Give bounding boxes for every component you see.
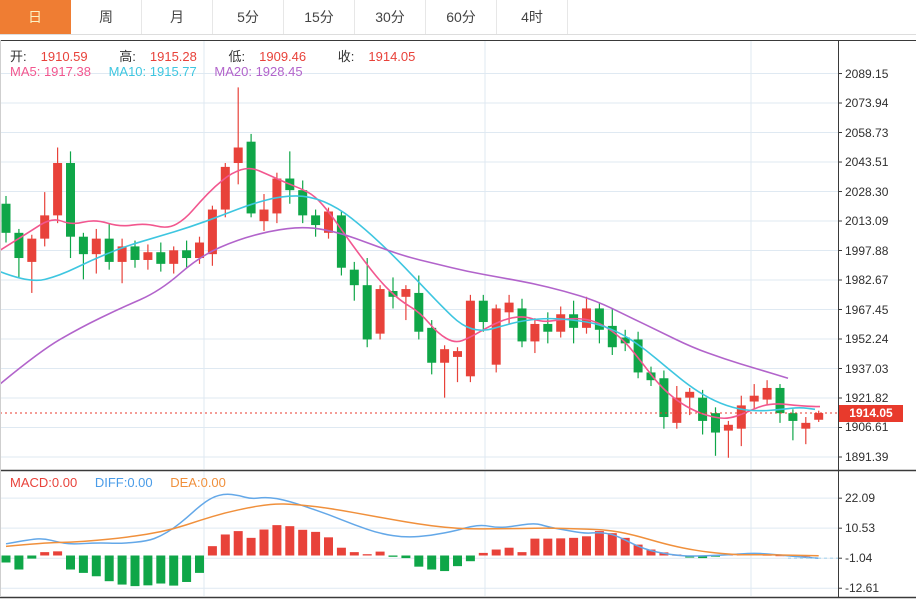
open-value: 1910.59 — [40, 49, 88, 64]
price-axis-label: 1997.88 — [845, 243, 889, 258]
low-value: 1909.46 — [259, 49, 307, 64]
high-value: 1915.28 — [149, 49, 197, 64]
timeframe-tabbar: 日周月 5分 15分 30分 60分 4时 — [0, 0, 916, 35]
macd-axis-label: -1.04 — [845, 551, 873, 566]
tab-5分[interactable]: 5分 — [213, 0, 284, 34]
ohlc-row: 开: 1910.59 高: 1915.28 低: 1909.46 收: 1914.05 — [10, 46, 443, 65]
ma20-value: MA20: 1928.45 — [214, 64, 303, 79]
macd-header-row: MACD:0.00 DIFF:0.00 DEA:0.00 — [10, 475, 240, 490]
price-axis-label: 1967.45 — [845, 302, 889, 317]
ma5-value: MA5: 1917.38 — [10, 64, 91, 79]
ma-row: MA5: 1917.38 MA10: 1915.77 MA20: 1928.45 — [10, 64, 317, 79]
macd-value: MACD:0.00 — [10, 475, 78, 490]
price-axis-label: 1906.61 — [845, 420, 889, 435]
tab-15分[interactable]: 15分 — [284, 0, 355, 34]
ma10-value: MA10: 1915.77 — [108, 64, 197, 79]
close-value: 1914.05 — [368, 49, 416, 64]
price-axis-label: 1921.82 — [845, 390, 889, 405]
macd-axis-label: 10.53 — [845, 521, 876, 536]
price-axis-label: 2043.51 — [845, 155, 889, 170]
tab-60分[interactable]: 60分 — [426, 0, 497, 34]
close-label: 收: — [337, 49, 355, 64]
price-axis-label: 1937.03 — [845, 361, 889, 376]
open-label: 开: — [10, 49, 27, 64]
low-label: 低: — [228, 49, 246, 64]
diff-value: DIFF:0.00 — [94, 475, 153, 490]
price-axis-label: 2013.09 — [845, 214, 889, 228]
price-axis-label: 2073.94 — [845, 96, 889, 111]
tab-4时[interactable]: 4时 — [497, 0, 568, 34]
price-axis-label: 1952.24 — [845, 332, 889, 346]
price-axis-label: 2028.30 — [845, 184, 889, 199]
dea-value: DEA:0.00 — [170, 475, 226, 490]
price-axis-label: 2058.73 — [845, 125, 889, 140]
last-price-marker: 1914.05 — [839, 404, 903, 422]
high-label: 高: — [119, 49, 136, 64]
tab-月[interactable]: 月 — [142, 0, 213, 34]
tab-周[interactable]: 周 — [71, 0, 142, 34]
price-axis-label: 1982.67 — [845, 273, 889, 287]
price-axis-label: 2089.15 — [845, 66, 889, 81]
macd-axis-label: 22.09 — [845, 491, 876, 506]
macd-axis-label: -12.61 — [845, 581, 880, 596]
tab-日[interactable]: 日 — [0, 0, 71, 34]
price-axis-label: 1891.39 — [845, 450, 889, 464]
tab-30分[interactable]: 30分 — [355, 0, 426, 34]
